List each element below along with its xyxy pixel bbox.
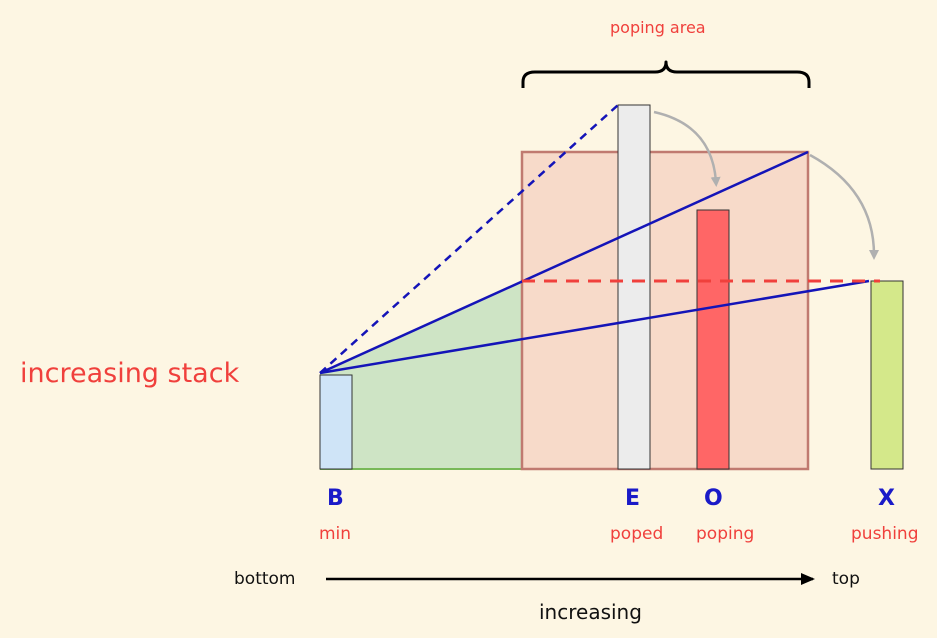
green-region <box>320 283 522 469</box>
letter-b: B <box>327 486 344 511</box>
diagram-title: increasing stack <box>20 358 240 389</box>
caption-poped: poped <box>610 524 664 544</box>
caption-poping: poping <box>696 524 755 544</box>
dashed-line-b-to-e <box>319 104 619 374</box>
bar-o <box>696 209 730 470</box>
axis-end-label: top <box>832 569 860 589</box>
letter-e: E <box>625 486 641 511</box>
gray-arrow-area-to-x <box>809 153 879 260</box>
bar-b <box>319 374 353 470</box>
line-b-to-area-top <box>319 150 809 375</box>
caption-min: min <box>319 524 352 544</box>
line-b-to-x <box>319 279 870 375</box>
poping-area-rect <box>520 150 810 471</box>
axis-label: increasing <box>539 600 642 624</box>
axis-start-label: bottom <box>234 569 296 589</box>
poping-area-label: poping area <box>610 18 706 37</box>
bar-e <box>617 104 651 470</box>
bar-x <box>870 280 904 470</box>
letter-o: O <box>704 486 723 511</box>
letter-x: X <box>878 486 895 511</box>
poping-area-brace <box>521 60 811 88</box>
caption-pushing: pushing <box>851 524 919 544</box>
gray-arrow-e-to-o <box>653 110 721 187</box>
